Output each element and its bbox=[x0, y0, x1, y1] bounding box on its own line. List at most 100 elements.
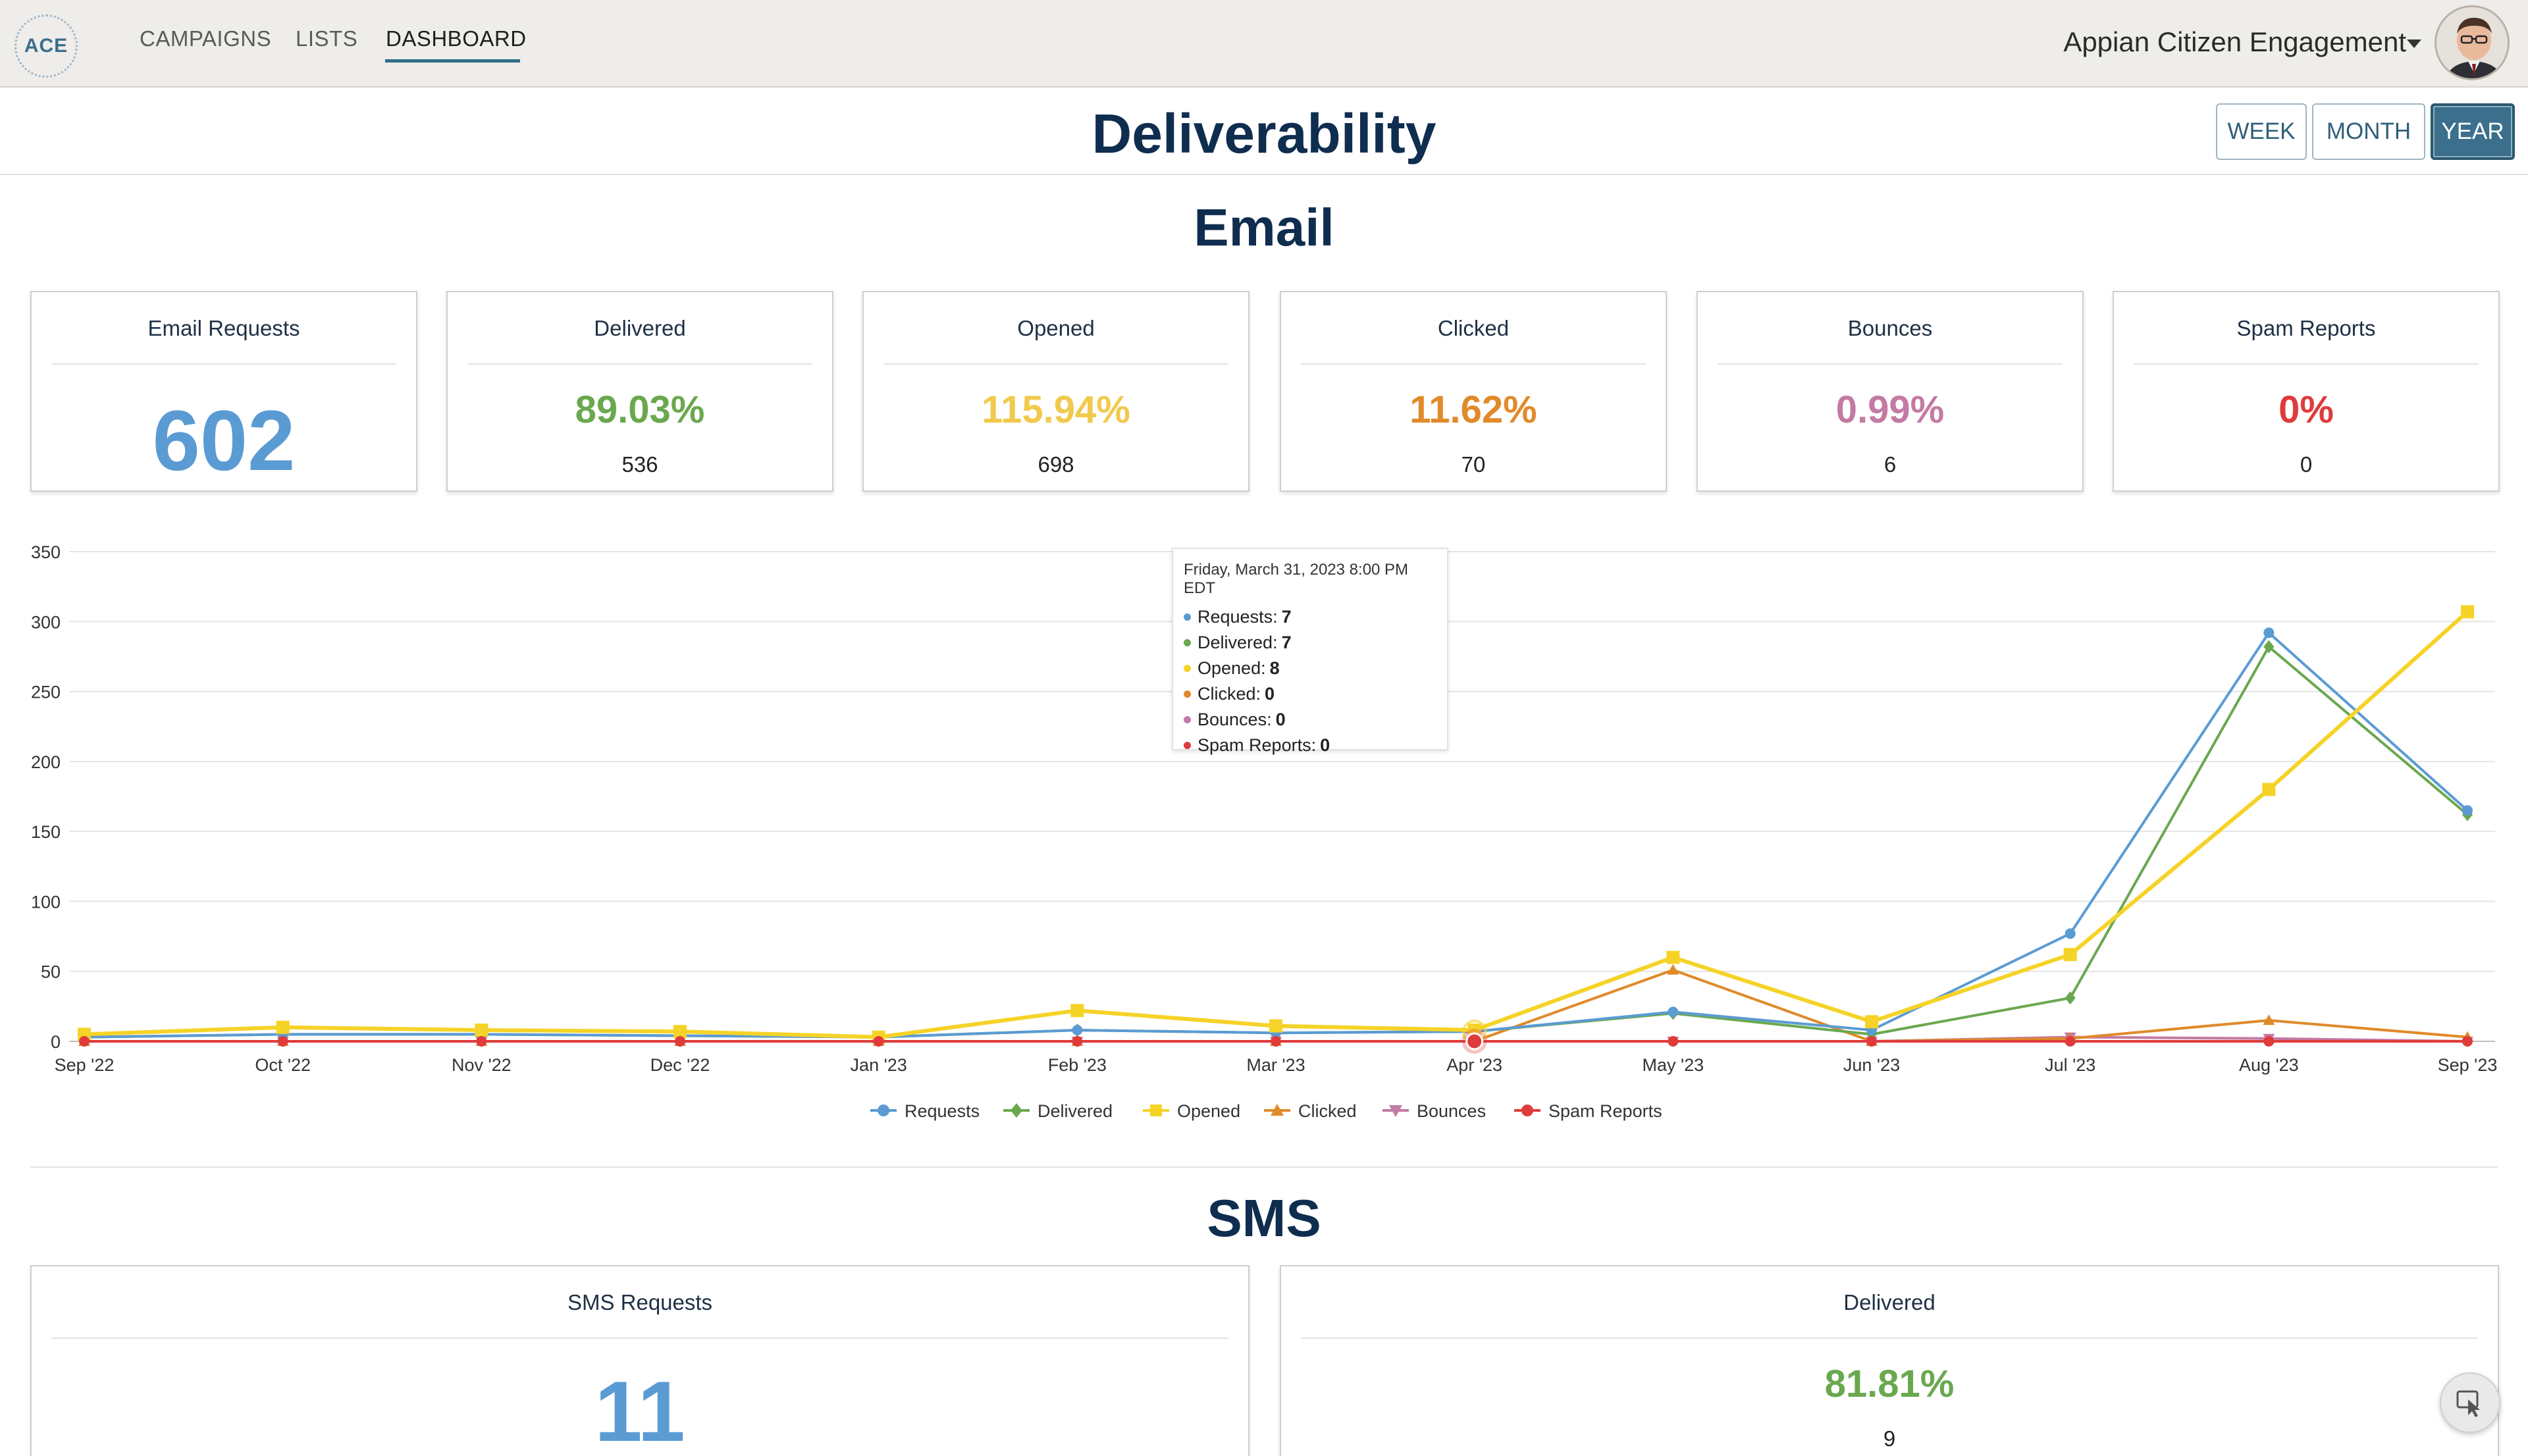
data-point-opened bbox=[2461, 605, 2474, 619]
card-divider bbox=[2134, 363, 2479, 365]
nav-dashboard[interactable]: DASHBOARD bbox=[386, 26, 527, 51]
hover-point bbox=[1465, 1032, 1484, 1051]
y-axis: 0 50 100 150 200 250 300 350 bbox=[31, 542, 61, 1052]
x-tick-label: Oct '22 bbox=[255, 1055, 311, 1075]
data-point-requests bbox=[2065, 928, 2076, 939]
tooltip-row-spam: Spam Reports:0 bbox=[1184, 733, 1436, 758]
sms-delivered-card: Delivered 81.81% 9 bbox=[1280, 1265, 2499, 1456]
nav-campaigns[interactable]: CAMPAIGNS bbox=[140, 26, 272, 51]
series-dot-icon bbox=[1184, 690, 1191, 698]
range-year-button[interactable]: YEAR bbox=[2431, 103, 2515, 160]
y-tick-label: 200 bbox=[31, 752, 61, 772]
data-point-spam-reports bbox=[1866, 1036, 1877, 1047]
tooltip-value: 8 bbox=[1269, 658, 1280, 678]
ace-logo[interactable]: ACE bbox=[14, 14, 78, 78]
email-section-title: Email bbox=[1194, 198, 1334, 257]
email-spam-card: Spam Reports 0% 0 bbox=[2113, 291, 2500, 492]
tooltip-label: Spam Reports bbox=[1198, 735, 1311, 755]
caret-down-icon[interactable] bbox=[2407, 39, 2421, 48]
x-tick-label: Nov '22 bbox=[452, 1055, 512, 1075]
card-big-value: 602 bbox=[152, 392, 296, 488]
data-point-spam-reports bbox=[1668, 1036, 1679, 1047]
data-point-spam-reports bbox=[2065, 1036, 2076, 1047]
data-point-opened bbox=[1269, 1019, 1282, 1033]
tooltip-row-delivered: Delivered:7 bbox=[1184, 630, 1436, 656]
tooltip-value: 0 bbox=[1320, 735, 1330, 755]
data-point-opened bbox=[1070, 1004, 1084, 1018]
legend-marker-bounces bbox=[1389, 1105, 1402, 1117]
legend-label-opened: Opened bbox=[1177, 1101, 1240, 1121]
range-week-button[interactable]: WEEK bbox=[2216, 103, 2307, 160]
data-point-spam-reports bbox=[476, 1036, 487, 1047]
tooltip-row-opened: Opened:8 bbox=[1184, 656, 1436, 681]
data-point-requests bbox=[1668, 1006, 1679, 1018]
card-divider bbox=[1301, 363, 1646, 365]
data-point-delivered bbox=[2263, 640, 2275, 654]
pointer-select-button[interactable] bbox=[2440, 1372, 2500, 1433]
avatar[interactable] bbox=[2435, 5, 2510, 80]
tooltip-row-clicked: Clicked:0 bbox=[1184, 681, 1436, 707]
card-percent: 0.99% bbox=[1835, 388, 1945, 431]
y-tick-label: 0 bbox=[51, 1032, 61, 1052]
card-divider bbox=[51, 1338, 1228, 1339]
series-dot-icon bbox=[1184, 716, 1191, 723]
x-tick-label: Aug '23 bbox=[2239, 1055, 2299, 1075]
pointer-select-icon bbox=[2456, 1390, 2480, 1417]
legend-marker-delivered bbox=[1011, 1103, 1022, 1118]
org-switcher[interactable]: Appian Citizen Engagement bbox=[2063, 26, 2406, 57]
card-label: Delivered bbox=[1843, 1290, 1936, 1314]
series-dot-icon bbox=[1184, 665, 1191, 672]
x-tick-label: Dec '22 bbox=[650, 1055, 710, 1075]
x-axis: Sep '22 Oct '22 Nov '22 Dec '22 Jan '23 Feb '… bbox=[55, 1055, 2498, 1075]
email-requests-card: Email Requests 602 bbox=[30, 291, 417, 492]
page-title: Deliverability bbox=[1092, 103, 1436, 165]
data-point-spam-reports bbox=[2263, 1036, 2275, 1047]
card-label: Opened bbox=[1017, 316, 1095, 340]
legend-marker-requests bbox=[878, 1105, 889, 1116]
card-count: 6 bbox=[1883, 452, 1897, 477]
card-label: Clicked bbox=[1437, 316, 1510, 340]
card-label: Email Requests bbox=[147, 316, 300, 340]
chart-series bbox=[78, 605, 2474, 1047]
data-point-spam-reports bbox=[675, 1036, 685, 1047]
x-tick-label: Feb '23 bbox=[1048, 1055, 1107, 1075]
tooltip-value: 7 bbox=[1281, 607, 1292, 627]
logo-text: ACE bbox=[24, 35, 68, 57]
top-nav: ACE CAMPAIGNS LISTS DASHBOARD Appian Cit… bbox=[0, 0, 2528, 88]
series-dot-icon bbox=[1184, 742, 1191, 749]
active-tab-indicator bbox=[385, 59, 520, 63]
legend-label-delivered: Delivered bbox=[1038, 1101, 1113, 1121]
x-tick-label: Apr '23 bbox=[1446, 1055, 1502, 1075]
user-avatar-icon bbox=[2436, 7, 2508, 78]
tooltip-label: Clicked bbox=[1198, 684, 1256, 704]
y-tick-label: 250 bbox=[31, 683, 61, 702]
data-point-spam-reports bbox=[1271, 1036, 1281, 1047]
data-point-requests bbox=[1072, 1024, 1083, 1035]
card-count: 698 bbox=[1038, 452, 1074, 477]
page-header: Deliverability WEEK MONTH YEAR bbox=[0, 89, 2528, 175]
range-month-button[interactable]: MONTH bbox=[2312, 103, 2425, 160]
card-divider bbox=[1718, 363, 2063, 365]
card-divider bbox=[467, 363, 812, 365]
legend-label-spam-reports: Spam Reports bbox=[1548, 1101, 1662, 1121]
x-tick-label: Sep '22 bbox=[55, 1055, 115, 1075]
x-tick-label: Mar '23 bbox=[1246, 1055, 1305, 1075]
data-point-clicked bbox=[1667, 964, 1679, 975]
tooltip-row-bounces: Bounces:0 bbox=[1184, 707, 1436, 733]
x-tick-label: Jan '23 bbox=[851, 1055, 907, 1075]
data-point-opened bbox=[2262, 783, 2276, 796]
section-divider bbox=[30, 1166, 2498, 1168]
tooltip-label: Bounces bbox=[1198, 710, 1267, 729]
tooltip-value: 7 bbox=[1281, 633, 1292, 652]
card-label: Spam Reports bbox=[2236, 316, 2376, 340]
chart-legend: Requests Delivered Opened Clicked Bounces Spa… bbox=[870, 1101, 1662, 1121]
tooltip-value: 0 bbox=[1265, 684, 1275, 704]
nav-lists[interactable]: LISTS bbox=[296, 26, 358, 51]
data-point-opened bbox=[475, 1023, 488, 1037]
y-tick-label: 300 bbox=[31, 612, 61, 632]
email-opened-card: Opened 115.94% 698 bbox=[862, 291, 1250, 492]
card-percent: 115.94% bbox=[982, 388, 1130, 431]
y-tick-label: 350 bbox=[31, 542, 61, 562]
sms-requests-card: SMS Requests 11 bbox=[30, 1265, 1250, 1456]
y-tick-label: 150 bbox=[31, 822, 61, 842]
